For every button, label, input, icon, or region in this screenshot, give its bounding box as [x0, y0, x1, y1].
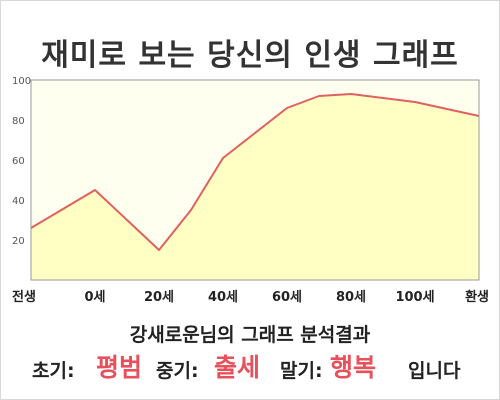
x-axis-labels: 전생 0세 20세 40세 60세 80세 100세 환생	[12, 289, 489, 305]
y-tick-label: 60	[12, 156, 25, 167]
x-tick-label: 80세	[336, 290, 366, 305]
analysis-summary: 초기: 평범 중기: 출세 말기: 행복 입니다	[0, 346, 500, 386]
plot-frame	[30, 79, 480, 281]
late-value: 행복	[330, 353, 377, 382]
y-tick-label: 80	[12, 116, 25, 127]
x-tick-label: 60세	[272, 290, 302, 305]
x-tick-label: 환생	[465, 289, 489, 305]
early-label: 초기:	[32, 360, 75, 382]
y-tick-label: 20	[12, 236, 25, 247]
analysis-title: 강새로운님의 그래프 분석결과	[129, 324, 371, 346]
late-label: 말기:	[280, 360, 323, 382]
mid-label: 중기:	[156, 360, 199, 382]
area-fill	[31, 94, 479, 280]
x-tick-label: 40세	[208, 290, 238, 305]
x-tick-label: 0세	[84, 290, 105, 305]
x-tick-label: 20세	[144, 290, 174, 305]
y-tick-label: 100	[12, 76, 31, 87]
y-axis-ticks: 20 40 60 80 100	[12, 76, 31, 247]
x-tick-label: 전생	[12, 289, 36, 305]
series-line	[30, 93, 480, 251]
result-suffix: 입니다	[408, 360, 461, 382]
mid-value: 출세	[214, 353, 261, 382]
x-tick-label: 100세	[395, 290, 434, 305]
chart-title: 재미로 보는 당신의 인생 그래프	[41, 38, 459, 73]
y-tick-label: 40	[12, 196, 25, 207]
early-value: 평범	[96, 353, 143, 382]
